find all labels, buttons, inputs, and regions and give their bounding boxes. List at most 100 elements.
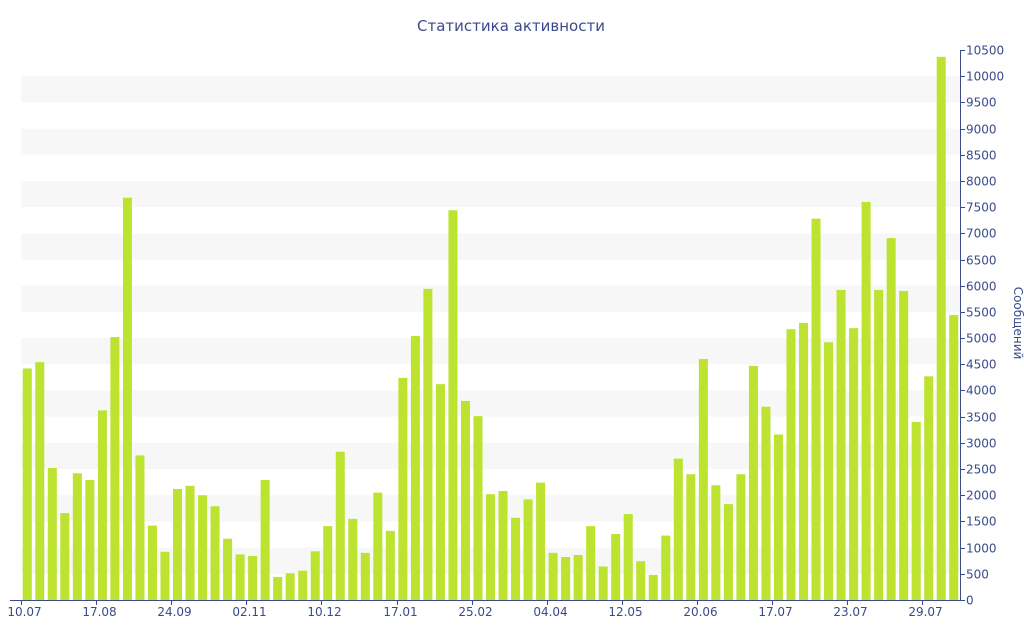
bar [773,434,783,600]
x-tick-label: 23.07 [833,605,867,619]
grid-band [21,285,960,312]
y-tick-label: 3500 [966,411,997,425]
y-tick-label: 1500 [966,515,997,529]
bar [824,342,834,600]
bar [473,416,483,600]
grid-band [21,180,960,208]
bar [498,491,508,600]
bar [147,525,157,600]
y-tick-label: 7000 [966,227,997,241]
y-tick-label: 3000 [966,437,997,451]
bar [210,506,220,600]
x-tick-label: 17.01 [383,605,417,619]
bar [423,288,433,600]
bar [573,554,583,600]
bar [623,514,633,600]
bar [122,197,132,600]
bar [435,384,445,600]
bar [448,210,458,601]
y-tick-label: 8000 [966,175,997,189]
bar [260,480,270,600]
y-tick-label: 8500 [966,149,997,163]
bar [373,492,383,600]
y-tick-label: 9000 [966,123,997,137]
bar [711,485,721,600]
bar [611,534,621,600]
bar [385,530,395,600]
bar [248,556,258,600]
y-tick-label: 1000 [966,542,997,556]
bar [811,218,821,600]
y-tick-label: 0 [966,594,974,608]
bar [410,336,420,600]
bar [911,421,921,600]
bar [348,518,358,600]
bar [72,473,82,600]
bar [35,362,45,600]
x-tick-label: 17.07 [758,605,792,619]
bar [398,377,408,600]
bar [936,56,946,601]
bar [110,337,120,600]
y-tick-label: 4000 [966,384,997,398]
y-tick-label: 6500 [966,254,997,268]
bar [673,458,683,600]
bar [698,359,708,600]
x-tick-label: 10.12 [307,605,341,619]
y-tick-label: 10000 [966,70,1004,84]
y-tick-label: 4500 [966,358,997,372]
bar [761,406,771,600]
grid-band [21,76,960,103]
bar [310,551,320,600]
bar [22,368,32,600]
bar [135,455,145,600]
chart-title: Статистика активности [417,17,605,35]
bar [899,290,909,600]
bar [485,494,496,600]
bar [849,328,859,600]
x-tick-label: 25.02 [458,605,492,619]
bar [949,315,959,600]
x-axis-ticks: 10.07 17.08 24.09 02.11 10.12 17.01 25.02 04.04… [7,600,943,619]
bar [85,480,95,600]
bar [235,554,245,600]
y-axis-label: Сообщений [1011,287,1024,360]
bar [160,551,170,600]
bar [874,289,884,600]
bar [60,513,70,600]
y-tick-label: 2500 [966,463,997,477]
bar [523,499,533,600]
bar [335,451,345,600]
bar [886,238,896,601]
bar [97,410,107,600]
grid-band [21,233,960,260]
bar [924,376,934,600]
bar [598,566,608,600]
bar [723,504,733,600]
bar [786,329,796,600]
bar [836,289,846,600]
x-tick-label: 02.11 [232,605,266,619]
bar [360,552,370,600]
y-tick-label: 5500 [966,306,997,320]
bar [536,482,546,600]
bar [636,561,646,600]
y-tick-label: 6000 [966,280,997,294]
bar [648,574,658,600]
bar [323,526,333,600]
bar [460,400,470,600]
bar [586,526,596,600]
bar [273,576,283,600]
x-tick-label: 24.09 [157,605,191,619]
bar [686,474,696,600]
y-tick-label: 7500 [966,201,997,215]
bar [661,535,671,600]
bar [561,557,571,600]
bar-series [22,56,959,601]
y-tick-label: 5000 [966,332,997,346]
x-tick-label: 04.04 [533,605,567,619]
x-tick-label: 12.05 [608,605,642,619]
bar [748,365,758,600]
